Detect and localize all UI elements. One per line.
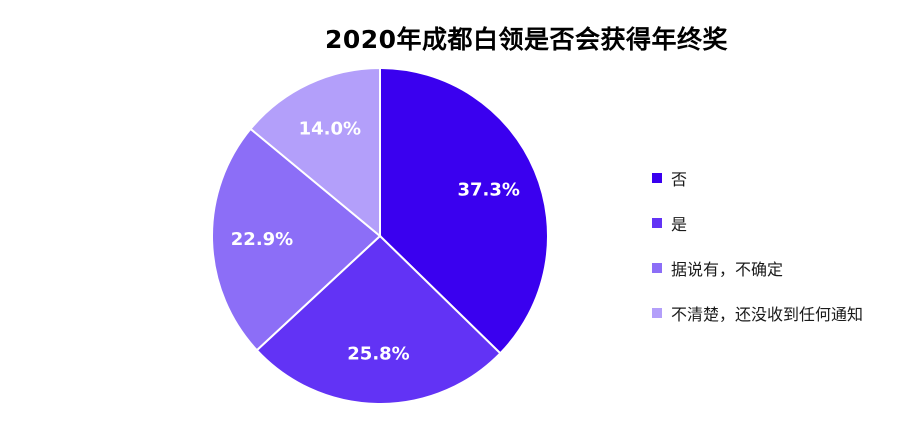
pie-slice-2 (210, 127, 382, 352)
legend-item-1: 是 (652, 200, 863, 245)
slice-value-label-3: 14.0% (299, 119, 361, 140)
legend: 否是据说有，不确定不清楚，还没收到任何通知 (652, 155, 863, 335)
legend-item-0: 否 (652, 155, 863, 200)
pie-slice-3 (249, 66, 381, 239)
pie-slice-1 (255, 234, 502, 405)
legend-label: 是 (671, 214, 688, 234)
slice-value-label-0: 37.3% (457, 180, 519, 201)
legend-item-3: 不清楚，还没收到任何通知 (652, 290, 863, 335)
legend-swatch (652, 172, 662, 183)
legend-label: 否 (671, 169, 688, 189)
slice-value-label-1: 25.8% (347, 344, 409, 365)
pie-slice-0 (379, 66, 549, 355)
legend-item-2: 据说有，不确定 (652, 245, 863, 290)
legend-swatch (652, 217, 662, 228)
legend-swatch (652, 307, 662, 318)
legend-label: 据说有，不确定 (671, 259, 784, 279)
chart-title: 2020年成都白领是否会获得年终奖 (324, 25, 729, 54)
legend-swatch (652, 262, 662, 273)
slice-value-label-2: 22.9% (231, 229, 293, 250)
legend-label: 不清楚，还没收到任何通知 (671, 304, 864, 324)
